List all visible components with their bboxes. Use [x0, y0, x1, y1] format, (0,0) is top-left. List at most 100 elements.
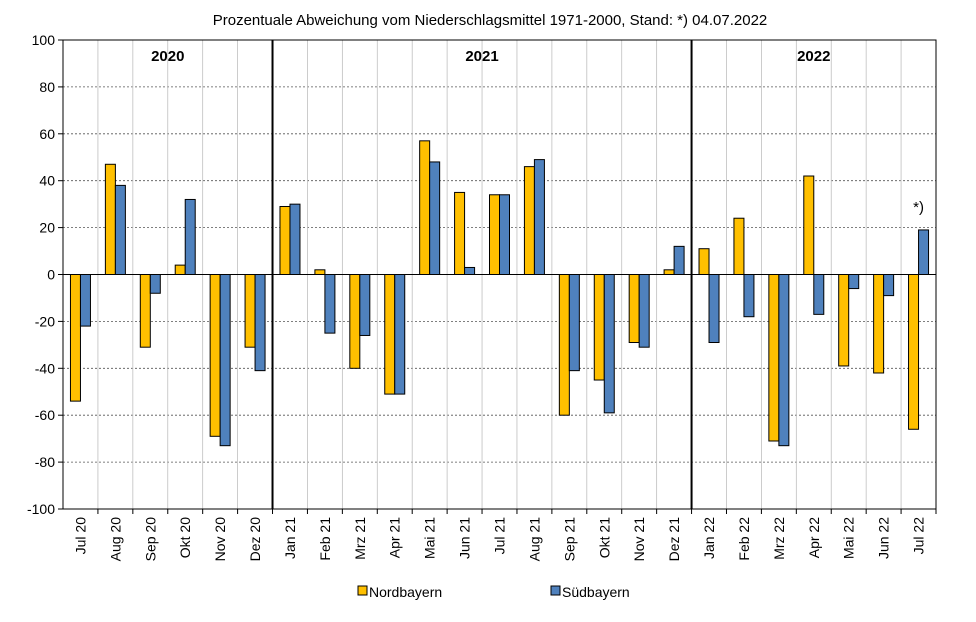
bar-suedbayern [79, 274, 91, 327]
labels-layer: -100 -80 -60 -40 -20 0 20 40 60 80 100 2020 2021 2022… [27, 32, 927, 561]
y-tick-label: 40 [39, 173, 55, 189]
x-tick-label: Mai 21 [422, 517, 438, 559]
bar-nordbayern [174, 264, 186, 275]
bar-nordbayern [663, 269, 675, 275]
bar-suedbayern [533, 159, 545, 275]
bar-nordbayern [593, 274, 605, 381]
y-tick-label: -20 [35, 313, 55, 329]
bar-suedbayern [813, 274, 825, 315]
year-label: 2021 [465, 48, 498, 65]
bar-nordbayern [349, 274, 361, 369]
bar-nordbayern [419, 140, 431, 275]
bar-suedbayern [568, 274, 580, 372]
bar-suedbayern [359, 274, 371, 336]
bar-suedbayern [149, 274, 161, 294]
bar-nordbayern [489, 194, 500, 276]
bar-suedbayern [883, 274, 895, 297]
bar-nordbayern [279, 205, 291, 275]
y-tick-label: -100 [27, 501, 55, 517]
x-tick-label: Sep 20 [142, 517, 158, 562]
bar-suedbayern [708, 274, 720, 344]
bar-suedbayern [324, 274, 336, 334]
year-label: 2020 [151, 48, 184, 65]
y-tick-label: 0 [47, 267, 55, 283]
x-tick-label: Mai 22 [841, 517, 857, 559]
bar-suedbayern [289, 203, 301, 275]
bar-nordbayern [139, 274, 151, 348]
x-tick-label: Mrz 22 [771, 517, 787, 560]
plot-frame [62, 39, 937, 510]
y-tick-label: 20 [39, 220, 55, 236]
bar-suedbayern [743, 274, 755, 318]
legend-label-suedbayern: Südbayern [562, 584, 630, 600]
bar-nordbayern [838, 274, 850, 367]
annotation: *) [913, 199, 924, 216]
x-tick-label: Mrz 21 [352, 517, 368, 560]
x-tick-label: Aug 21 [526, 517, 542, 562]
legend: Nordbayern Südbayern [357, 584, 630, 600]
y-tick-label: -40 [35, 360, 55, 376]
x-tick-label: Sep 21 [561, 517, 577, 562]
x-tick-label: Dez 20 [247, 517, 263, 562]
x-tick-label: Jul 20 [72, 517, 88, 555]
x-tick-label: Dez 21 [666, 517, 682, 562]
bar-nordbayern [768, 274, 780, 442]
bar-suedbayern [918, 229, 930, 276]
x-tick-label: Nov 21 [631, 517, 647, 562]
bar-suedbayern [464, 266, 476, 275]
bar-nordbayern [244, 274, 256, 348]
bar-nordbayern [523, 166, 535, 276]
bar-suedbayern [184, 198, 196, 276]
bar-nordbayern [314, 269, 326, 275]
y-tick-label: 80 [39, 79, 55, 95]
bar-nordbayern [69, 274, 81, 402]
x-tick-label: Jun 21 [457, 517, 473, 559]
legend-label-nordbayern: Nordbayern [369, 584, 442, 600]
x-tick-label: Feb 22 [736, 517, 752, 561]
bar-nordbayern [558, 274, 570, 416]
chart-title: Prozentuale Abweichung vom Niederschlags… [213, 12, 768, 29]
x-tick-label: Jan 22 [701, 517, 717, 559]
bar-nordbayern [908, 274, 920, 430]
x-tick-label: Feb 21 [317, 517, 333, 561]
bar-suedbayern [848, 274, 860, 290]
year-label: 2022 [797, 48, 830, 65]
bar-suedbayern [778, 274, 790, 447]
bar-nordbayern [209, 274, 221, 437]
bar-suedbayern [254, 274, 266, 372]
x-tick-label: Okt 21 [596, 517, 612, 558]
bar-suedbayern [429, 161, 441, 275]
x-tick-label: Nov 20 [212, 517, 228, 562]
y-tick-label: 100 [32, 32, 56, 48]
x-tick-label: Jan 21 [282, 517, 298, 559]
bar-nordbayern [803, 175, 815, 275]
bar-suedbayern [673, 245, 685, 275]
bar-nordbayern [733, 217, 745, 275]
bar-suedbayern [394, 274, 406, 395]
bar-nordbayern [873, 274, 885, 374]
bar-nordbayern [454, 191, 466, 275]
bar-suedbayern [603, 274, 615, 414]
x-tick-label: Apr 21 [387, 517, 403, 558]
legend-swatch-nordbayern [357, 585, 368, 596]
bar-nordbayern [628, 274, 640, 344]
bar-suedbayern [114, 184, 126, 275]
axis-layer [58, 39, 937, 514]
x-tick-label: Aug 20 [107, 517, 123, 562]
x-tick-label: Jul 22 [911, 517, 927, 555]
bar-nordbayern [698, 248, 710, 276]
x-tick-label: Jun 22 [876, 517, 892, 559]
y-tick-label: -80 [35, 454, 55, 470]
y-tick-label: 60 [39, 126, 55, 142]
x-tick-label: Apr 22 [806, 517, 822, 558]
y-tick-label: -60 [35, 407, 55, 423]
legend-swatch-suedbayern [550, 585, 561, 596]
x-tick-label: Jul 21 [492, 517, 508, 555]
bar-nordbayern [104, 163, 116, 275]
bars-layer [69, 140, 930, 447]
bar-suedbayern [499, 194, 510, 276]
bar-suedbayern [638, 274, 650, 348]
x-tick-label: Okt 20 [177, 517, 193, 558]
